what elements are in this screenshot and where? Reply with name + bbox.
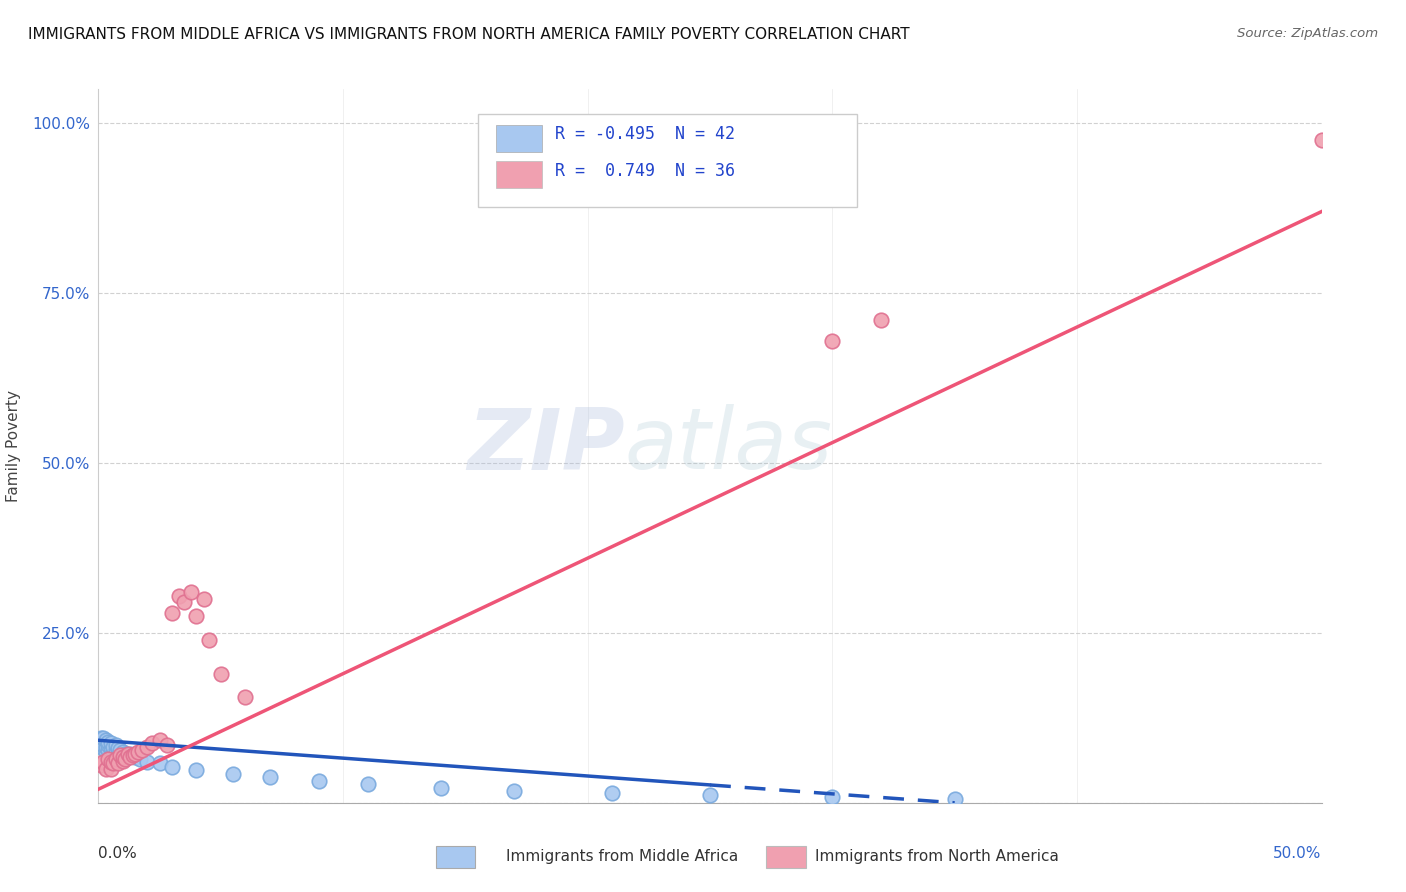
- Point: [94, 740, 117, 755]
- Point: [222, 767, 245, 781]
- Point: [124, 749, 146, 764]
- Point: [600, 786, 623, 800]
- Text: atlas: atlas: [624, 404, 832, 488]
- Point: [94, 733, 117, 747]
- Point: [91, 738, 114, 752]
- Point: [101, 740, 124, 755]
- Y-axis label: Family Poverty: Family Poverty: [6, 390, 21, 502]
- Point: [127, 745, 149, 759]
- Point: [821, 790, 844, 805]
- Point: [97, 734, 120, 748]
- Point: [110, 748, 132, 763]
- Point: [1310, 133, 1333, 147]
- Point: [120, 747, 142, 761]
- Point: [156, 738, 179, 752]
- Point: [114, 747, 136, 761]
- Point: [100, 755, 122, 769]
- Point: [100, 741, 122, 756]
- Point: [120, 749, 142, 764]
- Point: [356, 777, 378, 791]
- Point: [104, 738, 127, 752]
- Point: [131, 743, 153, 757]
- Text: R = -0.495  N = 42: R = -0.495 N = 42: [555, 125, 735, 143]
- Point: [186, 763, 208, 777]
- Point: [141, 736, 163, 750]
- Point: [90, 734, 112, 748]
- FancyBboxPatch shape: [496, 125, 543, 152]
- Point: [111, 745, 134, 759]
- Point: [104, 751, 127, 765]
- Point: [129, 751, 152, 765]
- Point: [107, 741, 129, 756]
- Point: [124, 747, 146, 761]
- Point: [193, 591, 215, 606]
- Text: Immigrants from Middle Africa: Immigrants from Middle Africa: [506, 849, 738, 863]
- Point: [149, 733, 172, 747]
- FancyBboxPatch shape: [496, 161, 543, 187]
- Point: [101, 756, 124, 771]
- Point: [233, 690, 256, 705]
- Point: [308, 774, 330, 789]
- Point: [111, 754, 134, 768]
- Point: [167, 589, 190, 603]
- Point: [699, 788, 721, 802]
- Point: [100, 747, 122, 761]
- Point: [117, 747, 139, 761]
- Point: [503, 783, 526, 797]
- Point: [209, 666, 232, 681]
- Text: Immigrants from North America: Immigrants from North America: [815, 849, 1059, 863]
- Point: [100, 762, 122, 776]
- Point: [91, 741, 114, 756]
- Text: 0.0%: 0.0%: [98, 846, 138, 861]
- Point: [94, 745, 117, 759]
- Point: [197, 632, 219, 647]
- Point: [430, 780, 453, 795]
- Point: [160, 606, 183, 620]
- Point: [173, 595, 195, 609]
- Text: 50.0%: 50.0%: [1274, 846, 1322, 861]
- Point: [870, 313, 893, 327]
- Point: [117, 748, 139, 763]
- Point: [136, 755, 159, 769]
- Text: IMMIGRANTS FROM MIDDLE AFRICA VS IMMIGRANTS FROM NORTH AMERICA FAMILY POVERTY CO: IMMIGRANTS FROM MIDDLE AFRICA VS IMMIGRA…: [28, 27, 910, 42]
- Point: [149, 756, 172, 771]
- Point: [97, 738, 120, 752]
- FancyBboxPatch shape: [478, 114, 856, 207]
- Point: [186, 608, 208, 623]
- Text: Source: ZipAtlas.com: Source: ZipAtlas.com: [1237, 27, 1378, 40]
- Point: [104, 743, 127, 757]
- Point: [121, 748, 143, 763]
- Point: [110, 743, 132, 757]
- Point: [107, 756, 129, 771]
- Point: [111, 749, 134, 764]
- Point: [180, 585, 202, 599]
- Point: [136, 740, 159, 755]
- Point: [91, 731, 114, 746]
- Point: [94, 762, 117, 776]
- Point: [160, 760, 183, 774]
- Point: [91, 755, 114, 769]
- Point: [259, 770, 281, 784]
- Point: [101, 745, 124, 759]
- Point: [90, 738, 112, 752]
- Point: [1360, 218, 1382, 232]
- Point: [821, 334, 844, 348]
- Text: ZIP: ZIP: [467, 404, 624, 488]
- Point: [114, 751, 136, 765]
- Point: [943, 792, 966, 806]
- Point: [107, 747, 129, 761]
- Point: [97, 751, 120, 765]
- Text: R =  0.749  N = 36: R = 0.749 N = 36: [555, 162, 735, 180]
- Point: [97, 743, 120, 757]
- Point: [100, 736, 122, 750]
- Point: [90, 758, 112, 772]
- Point: [90, 731, 112, 746]
